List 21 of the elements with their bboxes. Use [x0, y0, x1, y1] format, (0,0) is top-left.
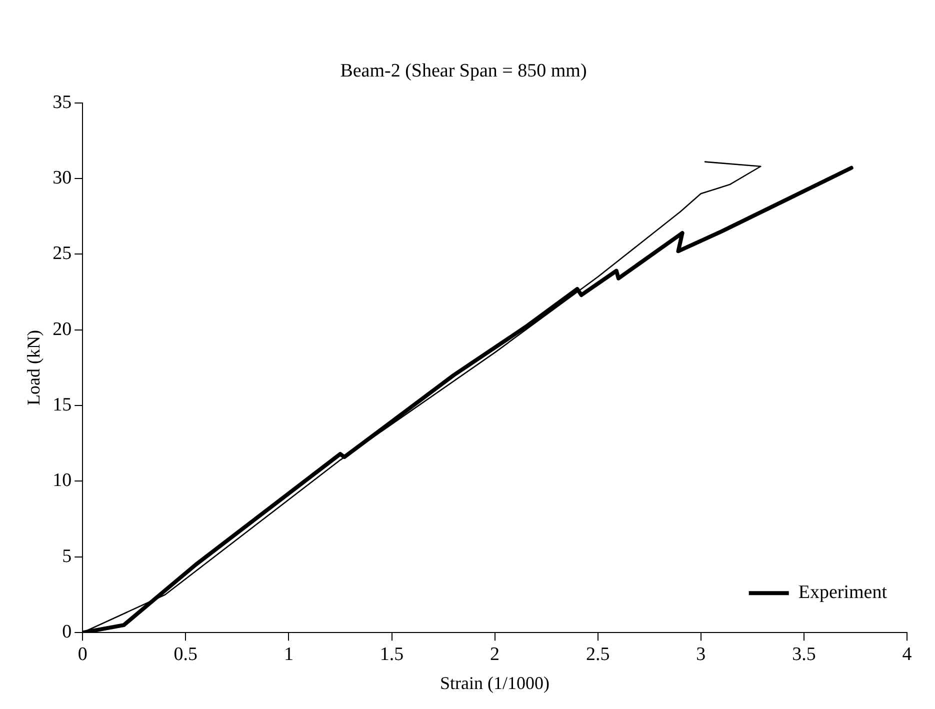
y-tick-label: 15 [52, 394, 72, 416]
y-tick-label: 0 [62, 622, 72, 643]
x-tick-label: 0 [78, 644, 88, 665]
y-tick-label: 10 [52, 470, 72, 492]
x-tick-label: 1 [284, 644, 294, 665]
x-tick-label: 0.5 [174, 644, 198, 665]
y-tick-label: 5 [62, 546, 72, 567]
x-axis-title: Strain (1/1000) [440, 672, 550, 693]
y-tick-label: 35 [52, 92, 72, 113]
x-tick-label: 1.5 [380, 644, 404, 665]
legend-label: Experiment [798, 582, 888, 604]
x-tick-label: 3 [696, 644, 706, 665]
y-axis-title: Load (kN) [24, 330, 44, 406]
chart-title: Beam-2 (Shear Span = 850 mm) [340, 60, 587, 82]
x-tick-label: 4 [902, 644, 912, 665]
y-tick-label: 20 [52, 318, 72, 340]
x-tick-label: 2 [490, 644, 500, 665]
y-tick-label: 25 [52, 243, 72, 264]
x-tick-label: 2.5 [586, 644, 610, 665]
y-tick-label: 30 [52, 167, 72, 188]
x-tick-label: 3.5 [792, 644, 816, 665]
